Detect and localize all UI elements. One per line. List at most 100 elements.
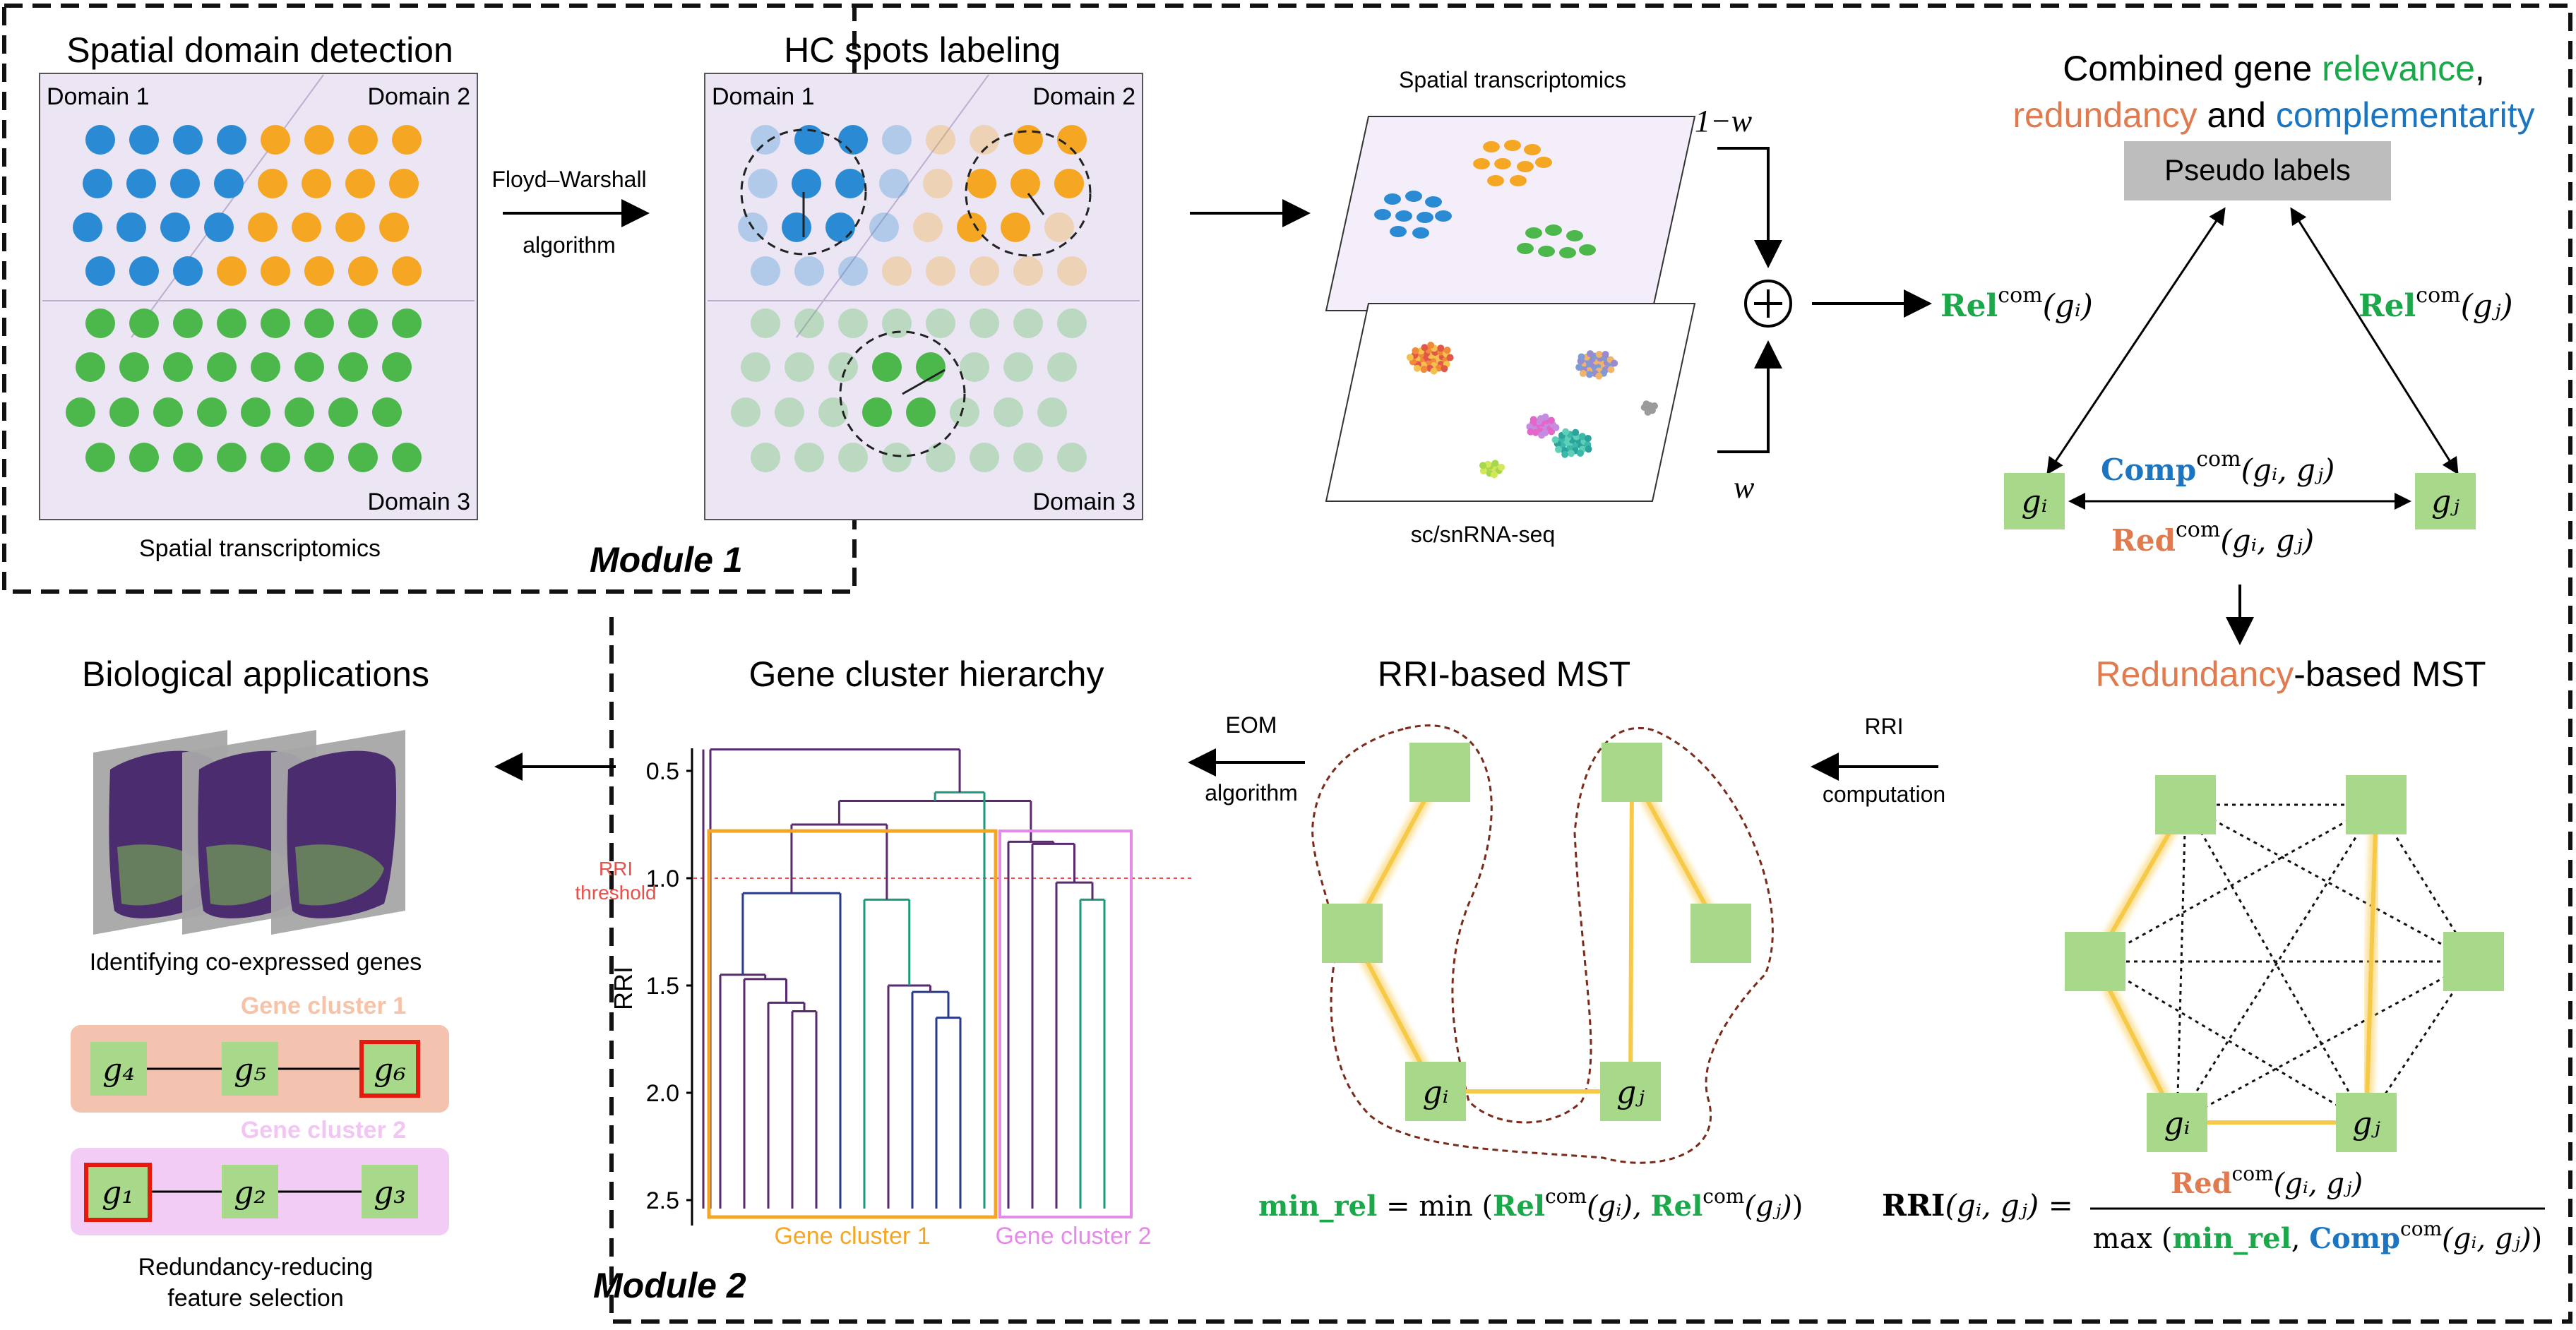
green-spot — [109, 397, 139, 427]
gene-gi-box — [2004, 473, 2065, 529]
blue-spot — [214, 169, 244, 198]
sc-cluster-pink — [1542, 413, 1549, 421]
sc-cluster-blue — [1595, 350, 1603, 358]
sc-plane-clusters — [1406, 342, 1659, 479]
orange-spot — [348, 256, 378, 286]
green-spot — [1057, 443, 1087, 472]
blue-spot — [73, 212, 102, 242]
sc-cluster-blue — [1595, 372, 1603, 380]
orange-spot — [217, 256, 246, 286]
orange-spot — [1057, 256, 1087, 286]
blue-spot — [794, 256, 824, 286]
gene-node — [2155, 775, 2216, 834]
orange-spot — [335, 212, 365, 242]
green-spot — [882, 308, 912, 338]
bio-caption-1: Identifying co-expressed genes — [90, 949, 422, 976]
gene-g1 — [84, 1163, 152, 1222]
rri-arrow-label-1: RRI — [1864, 714, 1903, 739]
y-tick-label: 2.0 — [646, 1080, 679, 1107]
sc-cluster-teal — [1585, 445, 1592, 453]
blue-spot — [217, 125, 246, 155]
green-spot — [731, 397, 761, 427]
green-spot — [828, 352, 858, 382]
bio-cluster1-label: Gene cluster 1 — [241, 993, 406, 1019]
gene-node — [2443, 932, 2504, 991]
rri-mst-graph: gᵢ gⱼ — [1311, 724, 1774, 1164]
st-cluster-spot — [1417, 212, 1433, 223]
spatial-detection-title: Spatial domain detection — [66, 30, 453, 70]
sc-cluster-teal — [1551, 436, 1559, 444]
hc-labeling-panel: Domain 1 Domain 2 Domain 3 — [704, 73, 1143, 520]
rel-gj-arrow — [2290, 207, 2459, 475]
sc-cluster-lime — [1479, 467, 1487, 475]
mst-edge — [1628, 772, 1634, 1092]
domain3-label: Domain 3 — [367, 489, 470, 515]
sc-cluster-teal — [1568, 450, 1575, 457]
st-cluster-spot — [1510, 175, 1527, 186]
orange-spot — [345, 169, 375, 198]
gene-g4-text: g₄ — [102, 1052, 135, 1088]
redundancy-mst-graph: gᵢ gⱼ — [2065, 775, 2504, 1152]
mst-edge — [2364, 804, 2378, 1123]
green-spot — [1003, 352, 1033, 382]
green-spot — [129, 308, 159, 338]
gene-node — [1602, 743, 1662, 802]
blue-spot — [869, 212, 899, 242]
domain2-label: Domain 2 — [1032, 83, 1135, 110]
floyd-label-2: algorithm — [523, 232, 616, 258]
orange-spot — [261, 125, 290, 155]
green-spot — [950, 397, 979, 427]
orange-spot — [1013, 256, 1043, 286]
green-spot — [751, 308, 780, 338]
bio-caption-2b: feature selection — [167, 1285, 344, 1312]
gene-node — [2346, 775, 2407, 834]
orange-spot — [258, 169, 287, 198]
green-spot — [994, 397, 1023, 427]
orange-spot — [970, 256, 999, 286]
module2-label: Module 2 — [593, 1266, 746, 1305]
blue-spot — [792, 169, 821, 198]
green-spot — [960, 352, 989, 382]
st-cluster-spot — [1473, 158, 1490, 169]
rel-gi-label: Relcom(gᵢ) — [1940, 283, 2093, 324]
blue-spot — [160, 212, 190, 242]
st-cluster-spot — [1374, 209, 1391, 220]
sc-cluster-red — [1421, 344, 1429, 352]
dotted-edge — [2184, 804, 2368, 1123]
green-spot — [382, 352, 412, 382]
blue-spot — [835, 169, 865, 198]
blue-spot — [126, 169, 156, 198]
st-plane-label: Spatial transcriptomics — [1399, 67, 1626, 92]
green-spot — [153, 397, 183, 427]
domain-divider-diag — [796, 74, 989, 338]
rri-mst-title: RRI-based MST — [1378, 654, 1630, 694]
sc-cluster-lime — [1490, 471, 1498, 479]
green-spot — [294, 352, 324, 382]
st-cluster-spot — [1425, 196, 1442, 208]
orange-spot — [379, 212, 409, 242]
dotted-edge — [2176, 960, 2474, 1124]
sc-cluster-gray — [1651, 402, 1659, 410]
green-spot — [129, 443, 159, 472]
green-spot — [85, 308, 115, 338]
module1-boundary — [2, 4, 857, 594]
blue-spot — [825, 212, 855, 242]
bio-row2: g₁ g₂ g₃ — [84, 1163, 418, 1222]
gene-gi-text: gᵢ — [1422, 1074, 1448, 1110]
sc-cluster-teal — [1572, 429, 1580, 436]
green-spot — [241, 397, 270, 427]
weight-bottom-arrow — [1717, 340, 1782, 453]
orange-spot — [348, 125, 378, 155]
cluster1-box — [707, 829, 998, 1219]
orange-spot — [292, 212, 321, 242]
blue-spot — [129, 256, 159, 286]
gene-node — [1322, 904, 1383, 963]
sc-cluster-blue — [1585, 371, 1593, 378]
sc-plane — [1325, 303, 1696, 502]
bio-row1: g₄ g₅ g₆ — [90, 1040, 420, 1098]
orange-spot — [970, 125, 999, 155]
red-label: Redcom(gᵢ, gⱼ) — [2111, 517, 2314, 558]
sc-cluster-red — [1406, 354, 1414, 361]
cluster2-label: Gene cluster 2 — [995, 1223, 1151, 1250]
green-spot — [794, 443, 824, 472]
